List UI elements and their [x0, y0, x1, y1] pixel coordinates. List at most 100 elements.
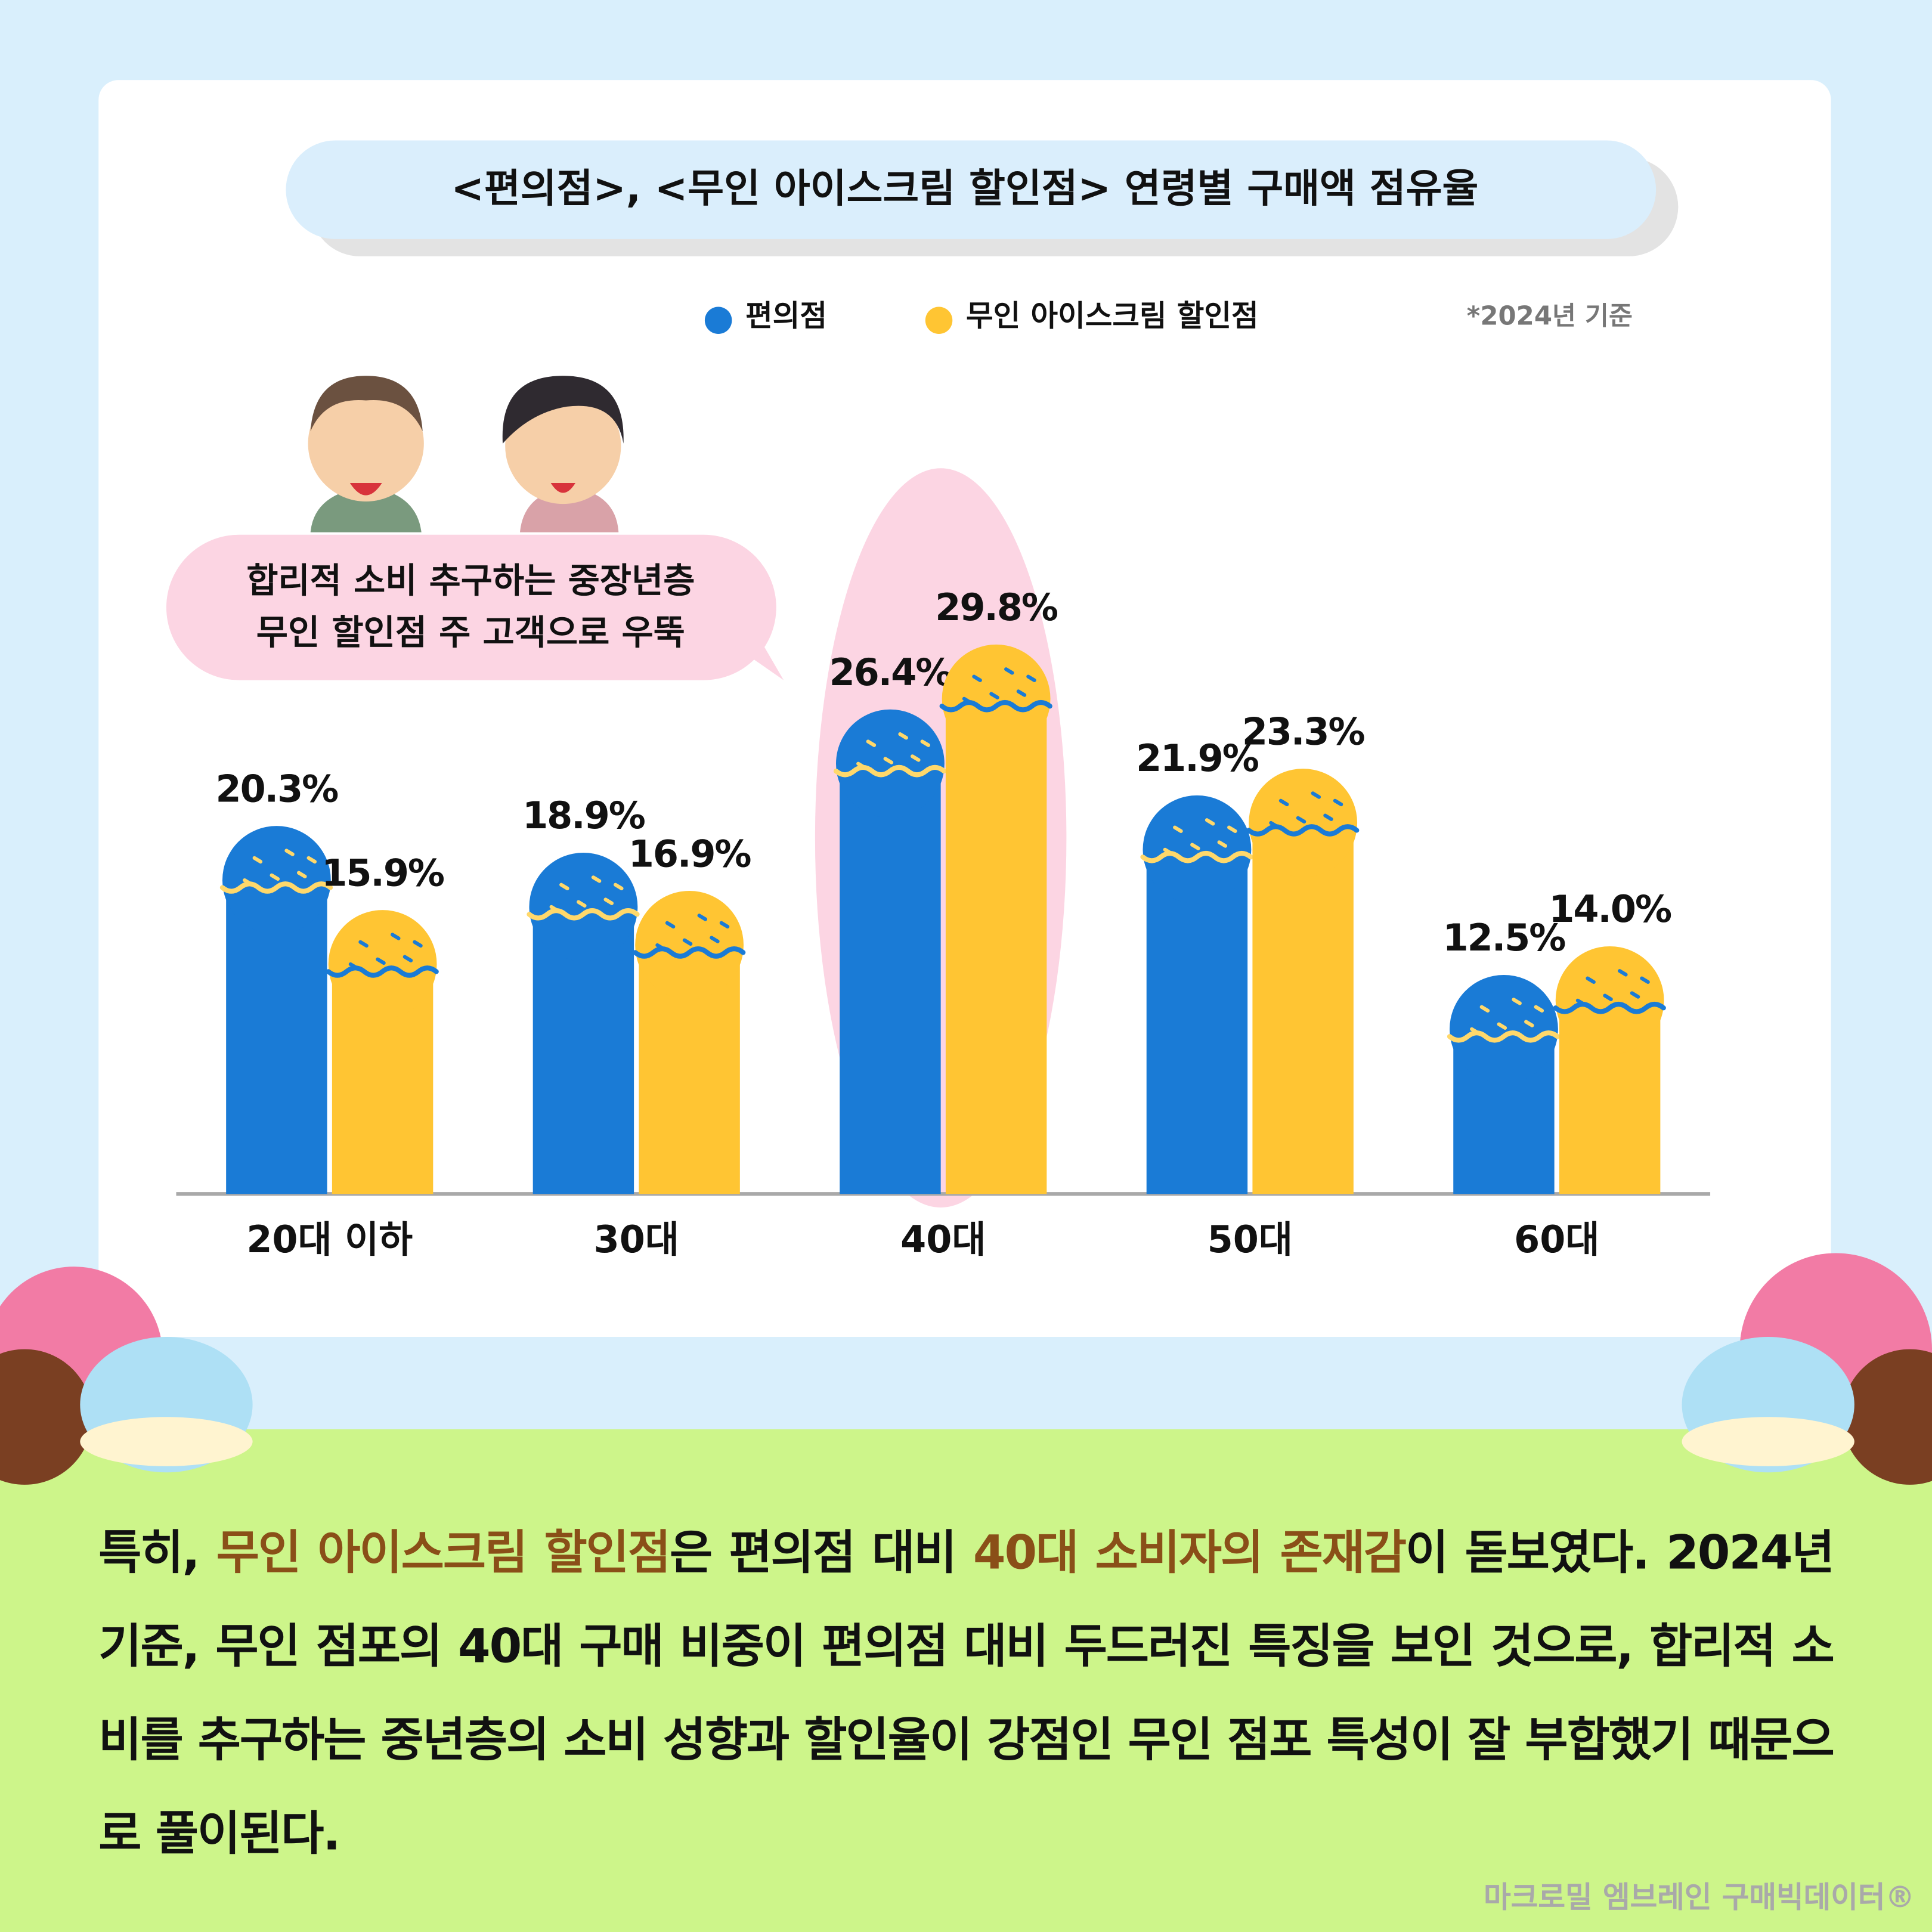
scoop-cream: [80, 1417, 253, 1466]
sprinkle: [1173, 825, 1183, 833]
value-label: 15.9%: [321, 851, 444, 894]
sprinkle: [549, 905, 560, 913]
bar-scoop-rim: [939, 699, 1052, 713]
sprinkle: [856, 761, 866, 770]
x-tick-label: 60대: [1514, 1218, 1599, 1261]
sprinkle: [883, 757, 894, 764]
scoop-chocolate: [1842, 1349, 1932, 1485]
man-shirt: [310, 487, 422, 532]
bar-scoop-rim: [527, 908, 640, 921]
people-illustration: [308, 376, 624, 532]
sprinkle: [866, 739, 877, 747]
value-label: 16.9%: [628, 832, 751, 875]
woman-mouth: [550, 483, 575, 493]
bar: [1140, 795, 1253, 1194]
scoop-chocolate: [0, 1349, 92, 1485]
sprinkle: [376, 957, 386, 965]
bar: [633, 891, 746, 1194]
bubble-tail: [727, 603, 784, 680]
legend-swatch: [925, 306, 953, 334]
highlight-text: 40대 소비자의 존재감: [973, 1525, 1407, 1580]
sprinkle: [1586, 976, 1596, 984]
sprinkle: [1640, 976, 1650, 984]
speech-bubble: 합리적 소비 추구하는 중장년층 무인 할인점 주 고객으로 우뚝: [166, 534, 784, 680]
sprinkle: [1217, 840, 1228, 848]
bar: [833, 709, 947, 1194]
sprinkle: [989, 692, 999, 699]
sprinkle: [243, 878, 253, 886]
x-tick-label: 40대: [900, 1218, 986, 1261]
sprinkle: [710, 936, 720, 943]
sprinkle: [1296, 816, 1306, 824]
bar: [1246, 769, 1360, 1194]
sprinkle: [413, 940, 423, 948]
sprinkle: [1630, 991, 1640, 999]
man-face: [308, 385, 424, 501]
value-label: 20.3%: [216, 767, 339, 810]
bar-scoop-rim: [633, 946, 746, 959]
sprinkle: [1016, 689, 1027, 697]
bar-scoop-rim: [1140, 850, 1253, 863]
value-label: 14.0%: [1549, 887, 1671, 931]
sprinkle: [1163, 847, 1174, 856]
sprinkle: [920, 739, 931, 747]
body-segment: 은 편의점 대비: [670, 1525, 973, 1580]
sprinkle: [284, 849, 295, 856]
note: *2024년 기준: [1467, 302, 1633, 332]
sprinkle: [1333, 798, 1343, 807]
woman-hair: [502, 376, 624, 444]
bar: [1447, 974, 1561, 1194]
sprinkle: [1603, 993, 1613, 1001]
sprinkle: [1575, 998, 1586, 1007]
sprinkle: [1323, 813, 1333, 821]
value-label: 18.9%: [522, 794, 645, 837]
sprinkle: [1470, 1027, 1480, 1035]
sprinkle: [358, 940, 369, 948]
sprinkle: [1479, 1005, 1490, 1013]
sprinkle: [1618, 969, 1628, 977]
value-label: 12.5%: [1443, 916, 1566, 959]
sprinkle: [719, 921, 730, 929]
bar: [219, 826, 333, 1194]
chart-title: <편의점>, <무인 아이스크림 할인점> 연령별 구매액 점유율: [451, 165, 1479, 211]
annotation-line: 합리적 소비 추구하는 중장년층: [246, 560, 695, 600]
sprinkle: [270, 873, 280, 881]
body-segment: 이 돋보였다. 2024년 기준, 무인 점포의 40대 구매 비중이 편의점 …: [98, 1525, 1834, 1861]
highlight-text: 무인 아이스크림 할인점: [216, 1525, 671, 1580]
ground: [0, 1429, 1932, 1932]
man-mouth: [349, 483, 382, 496]
value-label: 23.3%: [1242, 710, 1365, 753]
sprinkle: [296, 871, 307, 878]
sprinkle: [665, 921, 676, 929]
x-tick-label: 30대: [594, 1218, 679, 1261]
value-label: 26.4%: [829, 651, 952, 694]
sprinkle: [559, 883, 569, 891]
scoop-cream: [1682, 1417, 1854, 1466]
x-tick-label: 50대: [1208, 1218, 1293, 1261]
sprinkle: [697, 914, 708, 921]
sprinkle: [1311, 791, 1321, 799]
sprinkle: [911, 754, 921, 762]
legend-label: 편의점: [745, 299, 827, 333]
footer: 마크로밀 엠브레인 구매빅데이터®: [1484, 1880, 1915, 1915]
sprinkle: [898, 732, 908, 740]
legend-label: 무인 아이스크림 할인점: [966, 299, 1259, 333]
bar-body: [1252, 822, 1354, 1194]
legend-swatch: [704, 306, 732, 334]
bar: [1553, 946, 1666, 1194]
sprinkle: [682, 938, 693, 946]
sprinkle: [603, 897, 614, 905]
sprinkle: [1004, 667, 1014, 675]
sprinkle: [1524, 1020, 1534, 1027]
bar: [939, 644, 1052, 1194]
value-label: 29.8%: [935, 586, 1058, 629]
bar-body: [945, 698, 1047, 1194]
sprinkle: [614, 883, 624, 891]
sprinkle: [577, 900, 587, 908]
body-text: 특히, 무인 아이스크림 할인점은 편의점 대비 40대 소비자의 존재감이 돋…: [98, 1506, 1834, 1880]
title-pill: [286, 140, 1657, 239]
